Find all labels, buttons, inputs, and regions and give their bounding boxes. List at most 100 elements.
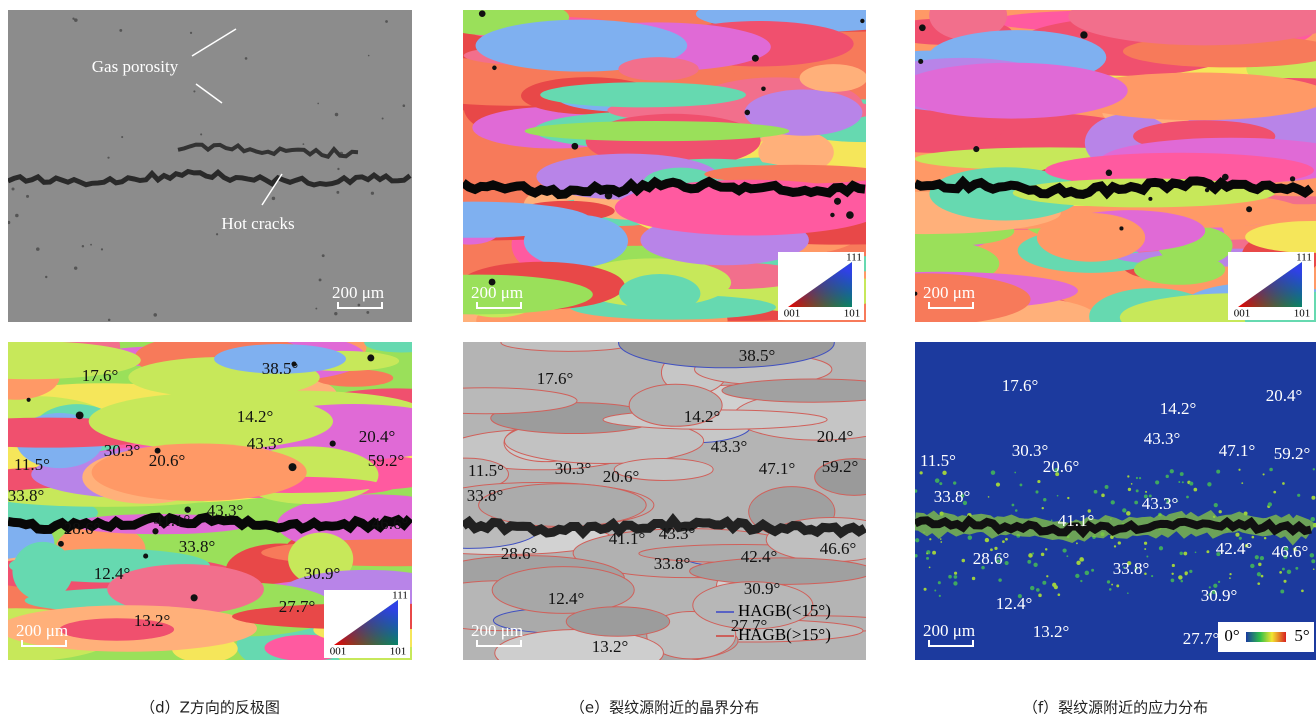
strain-spot [1038, 594, 1042, 598]
angle-label: 47.1° [759, 459, 796, 478]
angle-label: 20.6° [603, 467, 640, 486]
strain-spot [924, 588, 927, 591]
strain-spot [1118, 541, 1121, 544]
strain-spot [1002, 540, 1005, 543]
angle-label: 33.8° [934, 487, 971, 506]
strain-spot [1111, 584, 1113, 586]
pore [919, 24, 926, 31]
strain-spot [1287, 570, 1292, 575]
strain-spot [1014, 472, 1016, 474]
strain-spot [1045, 548, 1047, 550]
strain-spot [1085, 571, 1090, 576]
pore [358, 304, 361, 307]
angle-label: 20.6° [149, 451, 186, 470]
angle-label: 27.7° [1183, 629, 1220, 648]
strain-spot [940, 538, 942, 540]
strain-spot [1080, 580, 1082, 582]
pore [45, 276, 47, 278]
strain-spot [1076, 561, 1080, 565]
pore [191, 594, 198, 601]
pore [1080, 31, 1087, 38]
strain-spot [1258, 563, 1261, 566]
pore [761, 86, 766, 91]
strain-spot [1134, 501, 1138, 505]
strain-spot [1091, 569, 1094, 572]
pore [492, 66, 497, 71]
angle-label: 14.2° [237, 407, 274, 426]
pore [1246, 206, 1252, 212]
strain-spot [1279, 571, 1282, 574]
strain-spot [1107, 580, 1110, 583]
angle-label: 28.6° [64, 519, 101, 538]
pore [119, 29, 122, 32]
strain-spot [926, 557, 929, 560]
ipf-label: 001 [784, 308, 801, 320]
angle-label: 30.9° [304, 564, 341, 583]
angle-label: 11.5° [14, 455, 50, 474]
strain-spot [1032, 552, 1034, 554]
strain-spot [1282, 568, 1285, 571]
strain-spot [1036, 588, 1040, 592]
pore [245, 57, 248, 60]
grain [566, 607, 669, 636]
strain-spot [932, 551, 936, 555]
angle-label: 42.4° [1216, 539, 1253, 558]
strain-spot [1311, 559, 1315, 563]
strain-spot [935, 478, 940, 483]
strain-spot [920, 471, 923, 474]
strain-spot [1171, 579, 1175, 583]
pore [337, 168, 339, 170]
ipf-label: 001 [1234, 308, 1251, 320]
strain-spot [1171, 573, 1173, 575]
pore [367, 354, 374, 361]
strain-spot [914, 489, 918, 493]
angle-label: 12.4° [94, 564, 131, 583]
strain-spot [1075, 574, 1079, 578]
pore [7, 221, 10, 224]
strain-spot [940, 541, 942, 543]
grain [1134, 254, 1225, 285]
strain-spot [1301, 590, 1304, 593]
strain-spot [1206, 550, 1209, 553]
strain-spot [1139, 477, 1141, 479]
strain-spot [1020, 484, 1023, 487]
pore [973, 146, 979, 152]
angle-label: 17.6° [82, 366, 119, 385]
strain-spot [1057, 495, 1059, 497]
pore [317, 103, 319, 105]
grain [896, 63, 1128, 119]
strain-spot [1015, 509, 1018, 512]
strain-spot [1043, 498, 1046, 501]
angle-label: 38.5° [739, 346, 776, 365]
strain-spot [1241, 482, 1243, 484]
color-bar-label: 5° [1294, 626, 1309, 645]
strain-spot [1042, 581, 1046, 585]
strain-spot [1219, 510, 1222, 513]
angle-label: 20.6° [1043, 457, 1080, 476]
pore [36, 247, 40, 251]
strain-spot [1282, 482, 1285, 485]
scale-bar-label: 200 μm [923, 283, 975, 302]
strain-spot [1216, 470, 1220, 474]
angle-label: 17.6° [537, 369, 574, 388]
pore [190, 32, 192, 34]
angle-label: 20.4° [817, 427, 854, 446]
pore [27, 398, 31, 402]
annotation: Gas porosity [92, 57, 179, 76]
strain-spot [1005, 538, 1008, 541]
strain-spot [1109, 588, 1112, 591]
strain-spot [1186, 496, 1189, 499]
strain-spot [954, 572, 957, 575]
angle-label: 12.4° [996, 594, 1033, 613]
pore [403, 104, 406, 107]
grain [800, 64, 868, 92]
pore [315, 308, 317, 310]
strain-spot [1126, 511, 1131, 516]
strain-spot [1189, 570, 1192, 573]
strain-spot [1067, 497, 1069, 499]
strain-spot [1105, 485, 1109, 489]
angle-label: 11.5° [468, 461, 504, 480]
strain-spot [954, 575, 958, 579]
pore [1290, 176, 1295, 181]
pore [752, 55, 759, 62]
